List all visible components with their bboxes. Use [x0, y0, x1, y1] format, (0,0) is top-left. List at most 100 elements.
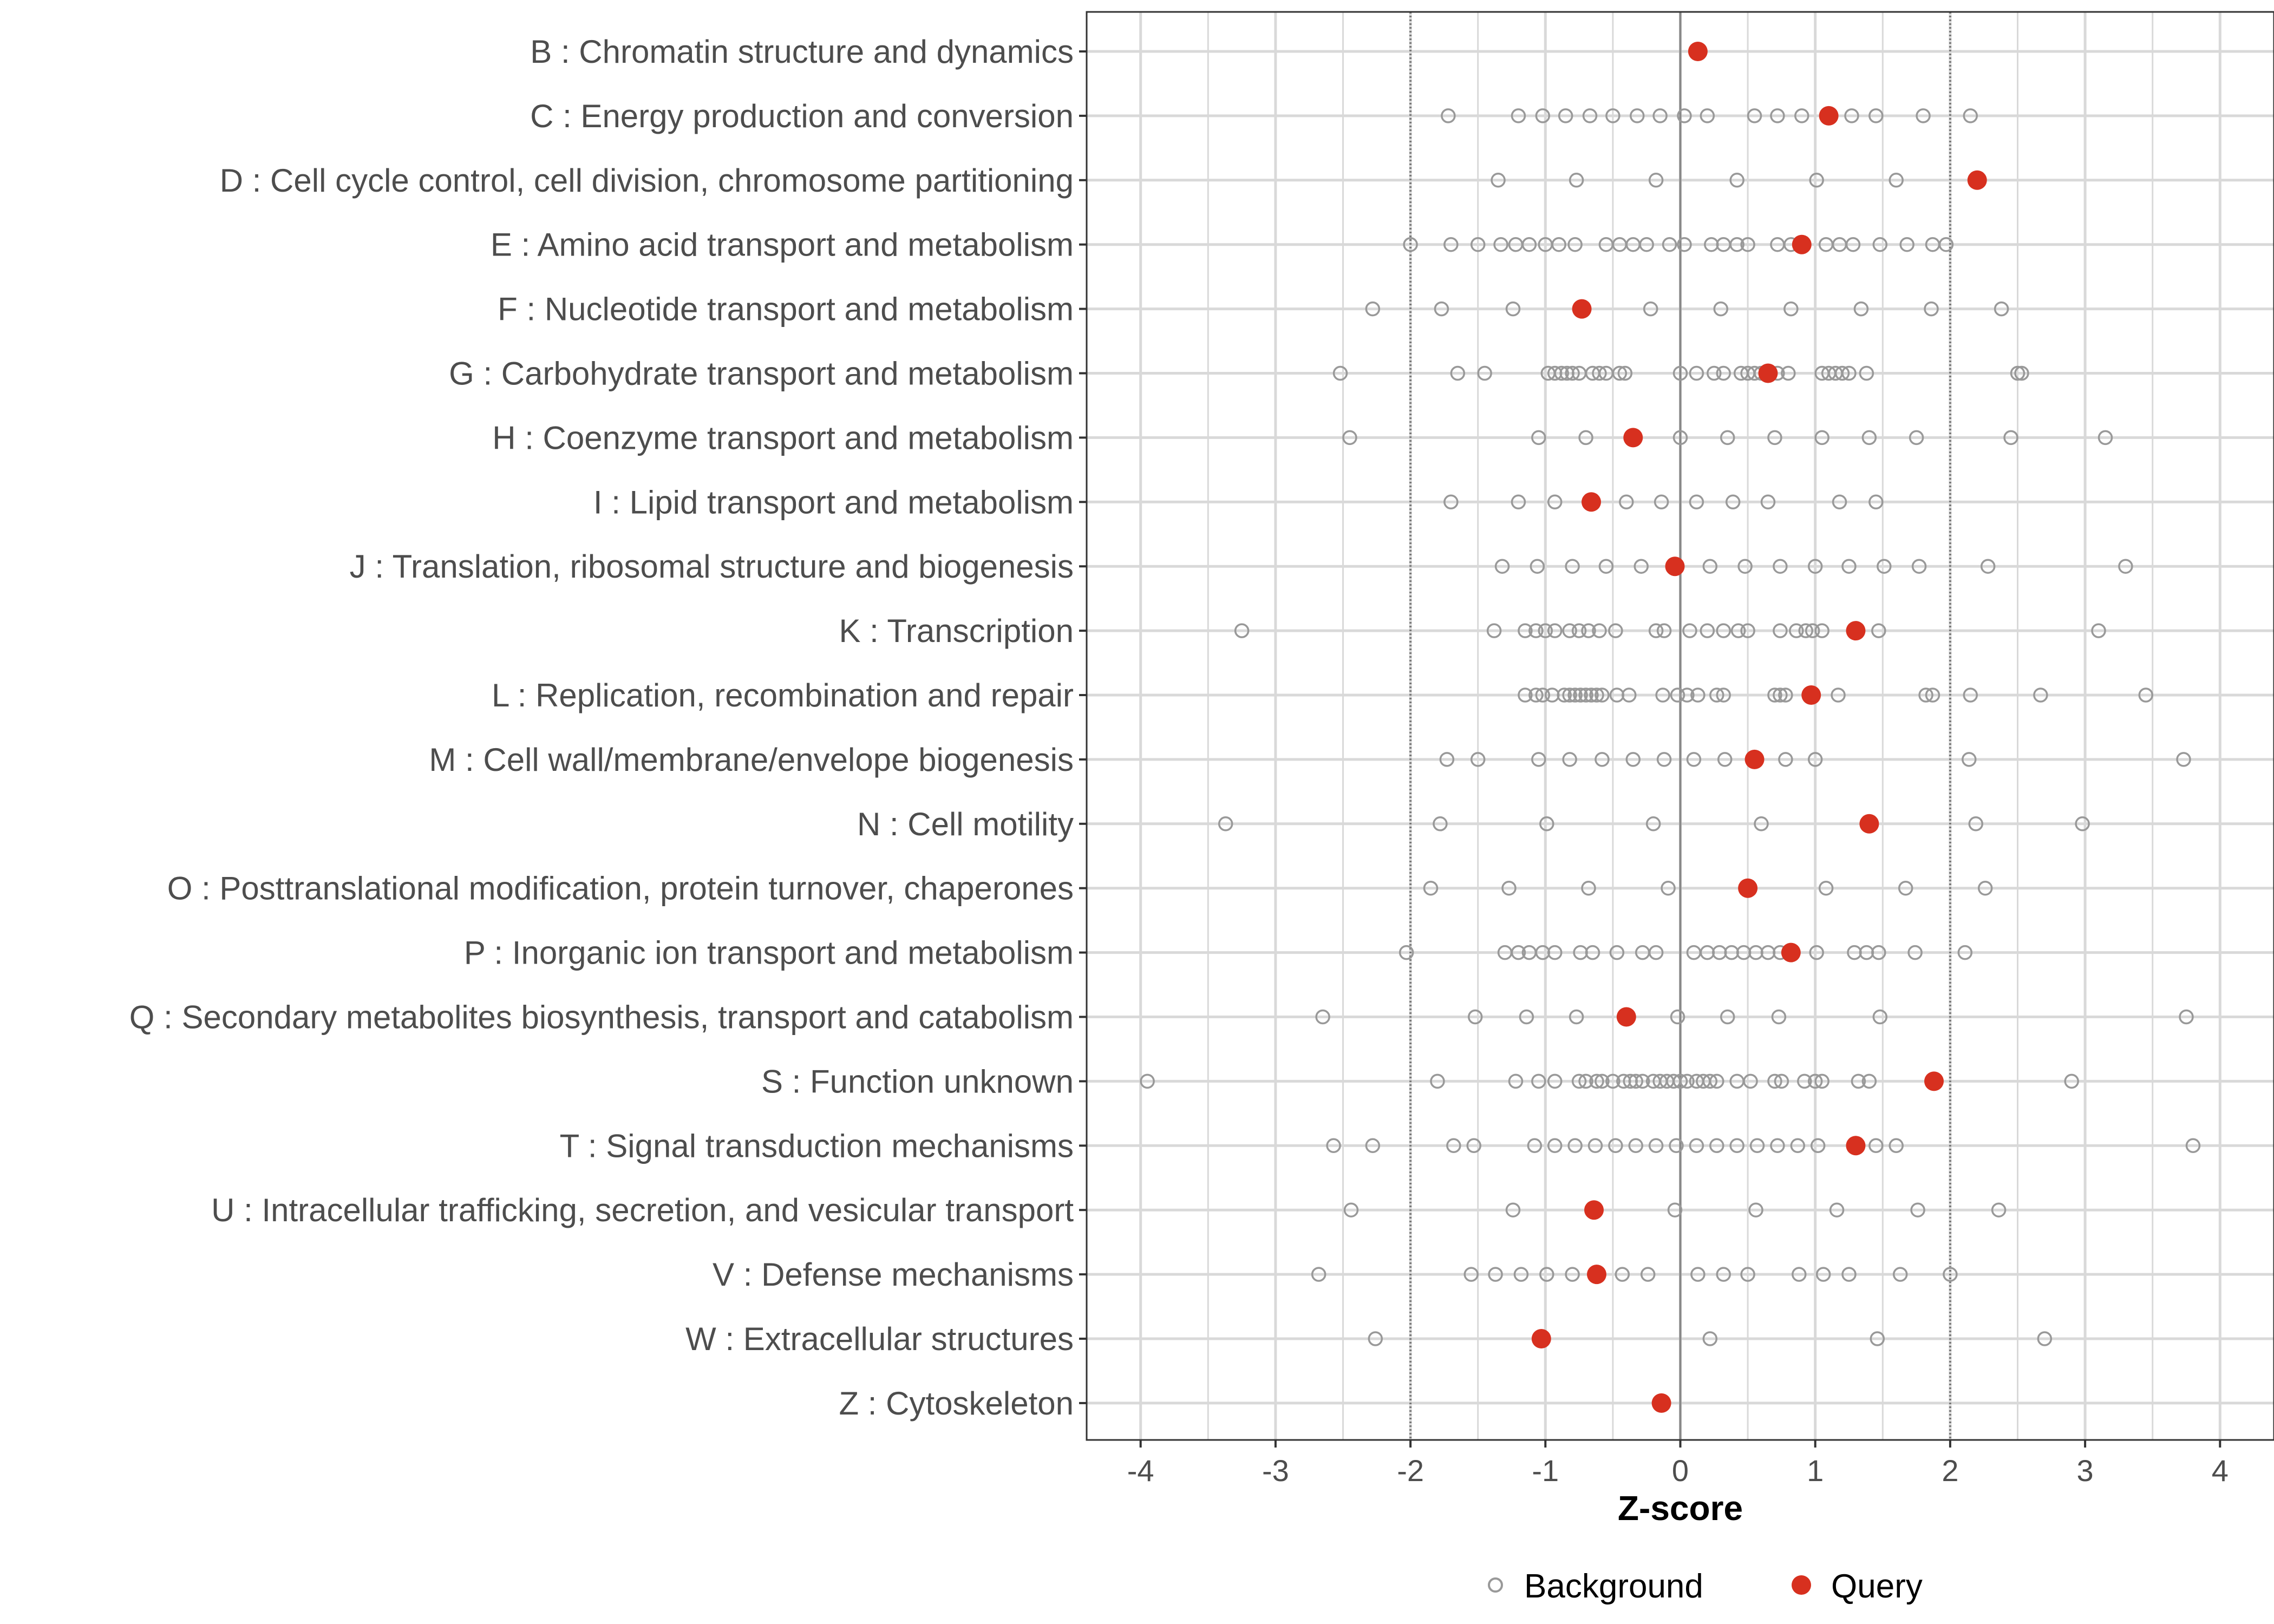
background-point: [2064, 1073, 2079, 1089]
query-point: [1572, 299, 1592, 319]
background-point: [1430, 1073, 1445, 1089]
background-point: [1702, 1073, 1718, 1089]
category-label: T : Signal transduction mechanisms: [560, 1128, 1074, 1164]
background-point: [1690, 687, 1706, 703]
background-point: [1844, 108, 1859, 123]
background-point: [1716, 1267, 1731, 1282]
background-point: [1773, 623, 1788, 638]
background-point: [1716, 623, 1731, 638]
background-point: [1592, 623, 1607, 638]
background-point: [1851, 1073, 1866, 1089]
x-tick-label: 2: [1942, 1453, 1958, 1488]
background-point: [1423, 880, 1439, 896]
background-point: [1582, 108, 1598, 123]
background-point: [1547, 494, 1563, 510]
background-point: [1612, 365, 1628, 381]
background-point: [1815, 1267, 1831, 1282]
query-point: [1819, 106, 1839, 126]
background-point: [1907, 945, 1923, 960]
background-point: [1870, 1331, 1885, 1346]
background-point: [1342, 430, 1357, 446]
legend-query-marker: [1792, 1575, 1811, 1595]
query-point: [1846, 621, 1866, 641]
background-point: [1677, 237, 1692, 252]
background-point: [1717, 752, 1733, 767]
background-point: [1443, 494, 1459, 510]
background-point: [1573, 687, 1588, 703]
background-point: [1528, 687, 1544, 703]
background-point: [2179, 1009, 2194, 1025]
query-point: [1665, 556, 1685, 577]
query-point: [1859, 814, 1879, 834]
background-point: [1783, 301, 1799, 317]
x-axis-title: Z-score: [1618, 1489, 1743, 1528]
category-label: O : Posttranslational modification, prot…: [167, 870, 1074, 907]
background-point: [1652, 108, 1668, 123]
background-point: [1892, 1267, 1908, 1282]
background-point: [1441, 108, 1456, 123]
background-point: [1365, 1138, 1381, 1154]
background-point: [1622, 687, 1637, 703]
background-point: [1439, 752, 1455, 767]
background-point: [1567, 687, 1583, 703]
background-point: [1530, 559, 1545, 574]
background-point: [1991, 1202, 2007, 1217]
background-point: [1841, 365, 1857, 381]
x-tick-label: 3: [2077, 1453, 2094, 1488]
query-point: [1758, 363, 1778, 383]
background-point: [1899, 237, 1914, 252]
background-point: [1807, 559, 1823, 574]
background-point: [1807, 752, 1823, 767]
background-point: [1470, 752, 1486, 767]
background-point: [1868, 108, 1884, 123]
category-label: K : Transcription: [839, 613, 1074, 649]
background-point: [1672, 430, 1688, 446]
background-point: [1861, 430, 1877, 446]
background-point: [1797, 1073, 1812, 1089]
query-point: [1688, 42, 1708, 61]
background-point: [1943, 1267, 1958, 1282]
background-point: [1963, 687, 1978, 703]
background-point: [2176, 752, 2191, 767]
background-point: [1608, 1138, 1623, 1154]
background-point: [1531, 752, 1546, 767]
query-point: [1801, 685, 1821, 705]
background-point: [1654, 494, 1669, 510]
background-point: [1814, 1073, 1829, 1089]
background-point: [1589, 687, 1604, 703]
category-label: L : Replication, recombination and repai…: [492, 677, 1074, 713]
background-point: [1670, 1009, 1685, 1025]
background-point: [1770, 108, 1785, 123]
background-point: [1446, 1138, 1461, 1154]
background-point: [1584, 687, 1599, 703]
background-point: [1730, 623, 1746, 638]
background-point: [1648, 623, 1664, 638]
background-point: [1565, 1267, 1580, 1282]
background-point: [1713, 301, 1729, 317]
background-point: [1729, 1138, 1744, 1154]
background-point: [2003, 430, 2018, 446]
background-point: [1589, 1073, 1604, 1089]
background-point: [1672, 365, 1688, 381]
background-point: [1798, 623, 1814, 638]
background-point: [1630, 108, 1645, 123]
background-point: [1578, 687, 1593, 703]
category-label: M : Cell wall/membrane/envelope biogenes…: [429, 742, 1074, 778]
category-label: J : Translation, ribosomal structure and…: [350, 548, 1074, 585]
background-point: [1539, 816, 1554, 831]
background-point: [2185, 1138, 2201, 1154]
background-point: [1871, 945, 1886, 960]
background-point: [1690, 1267, 1706, 1282]
background-point: [1505, 1202, 1521, 1217]
background-point: [1720, 430, 1735, 446]
background-point: [1505, 301, 1521, 317]
background-point: [1562, 752, 1577, 767]
legend-query-label: Query: [1831, 1568, 1923, 1605]
category-label: H : Coenzyme transport and metabolism: [492, 420, 1074, 456]
background-point: [1832, 494, 1847, 510]
background-point: [1619, 494, 1634, 510]
background-point: [1841, 559, 1857, 574]
background-point: [1315, 1009, 1330, 1025]
background-point: [1686, 752, 1702, 767]
